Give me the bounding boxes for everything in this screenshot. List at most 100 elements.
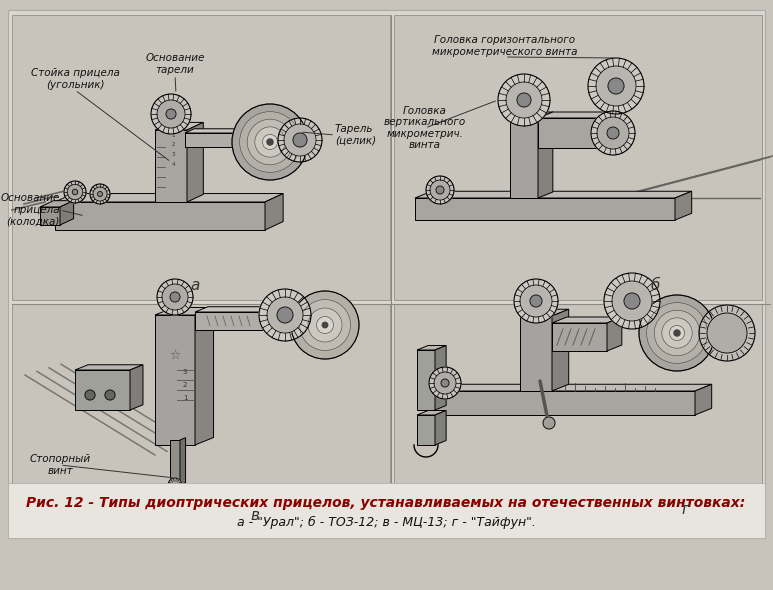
Text: Основание
тарели: Основание тарели <box>145 54 205 75</box>
Circle shape <box>654 310 700 356</box>
Circle shape <box>646 303 707 363</box>
Polygon shape <box>155 130 187 202</box>
Circle shape <box>308 308 342 342</box>
Circle shape <box>162 284 188 310</box>
Circle shape <box>607 127 619 139</box>
Text: Тарель
(целик): Тарель (целик) <box>335 124 376 146</box>
Text: а - "Урал"; б - ТОЗ-12; в - МЦ-13; г - "Тайфун".: а - "Урал"; б - ТОЗ-12; в - МЦ-13; г - "… <box>237 516 536 529</box>
FancyBboxPatch shape <box>394 304 762 534</box>
Circle shape <box>639 295 715 371</box>
Circle shape <box>316 316 333 333</box>
Circle shape <box>506 82 542 118</box>
Polygon shape <box>520 309 569 316</box>
Polygon shape <box>520 316 552 391</box>
Circle shape <box>429 367 461 399</box>
Text: в: в <box>250 507 260 523</box>
Circle shape <box>267 297 303 333</box>
Circle shape <box>151 94 191 134</box>
Polygon shape <box>155 122 203 130</box>
Polygon shape <box>552 323 607 351</box>
Circle shape <box>596 66 636 106</box>
Polygon shape <box>55 202 265 230</box>
Polygon shape <box>675 191 692 220</box>
Polygon shape <box>510 118 538 198</box>
Circle shape <box>662 318 692 348</box>
Circle shape <box>293 133 307 147</box>
Circle shape <box>291 291 359 359</box>
Text: г: г <box>681 503 689 517</box>
Circle shape <box>267 139 273 145</box>
Circle shape <box>669 326 685 340</box>
Circle shape <box>498 74 550 126</box>
Circle shape <box>707 313 747 353</box>
Circle shape <box>612 281 652 321</box>
Polygon shape <box>415 198 675 220</box>
Text: Головка горизонтального
микрометрического винта: Головка горизонтального микрометрическог… <box>432 35 577 57</box>
Circle shape <box>299 300 350 350</box>
Circle shape <box>72 189 78 195</box>
Circle shape <box>105 390 115 400</box>
FancyBboxPatch shape <box>8 483 765 538</box>
Polygon shape <box>538 112 618 118</box>
Text: б: б <box>650 277 659 293</box>
Circle shape <box>259 289 311 341</box>
Polygon shape <box>695 384 712 415</box>
Text: Головка
вертикального
микрометрич.
винта: Головка вертикального микрометрич. винта <box>384 106 466 150</box>
Polygon shape <box>417 346 446 350</box>
Polygon shape <box>510 112 553 118</box>
Polygon shape <box>552 309 569 391</box>
Circle shape <box>674 330 680 336</box>
Circle shape <box>255 127 285 157</box>
Text: 1
2
3
4: 1 2 3 4 <box>172 133 175 167</box>
Polygon shape <box>155 307 213 315</box>
Text: ☆: ☆ <box>169 349 181 362</box>
Text: 3
2
1: 3 2 1 <box>182 369 187 402</box>
FancyBboxPatch shape <box>394 15 762 300</box>
Polygon shape <box>130 365 143 410</box>
Circle shape <box>597 117 629 149</box>
Polygon shape <box>538 112 553 198</box>
Polygon shape <box>195 307 213 445</box>
Polygon shape <box>417 415 435 445</box>
Circle shape <box>85 390 95 400</box>
Polygon shape <box>425 384 712 391</box>
Polygon shape <box>265 307 278 330</box>
Circle shape <box>157 100 185 128</box>
Polygon shape <box>425 391 695 415</box>
Polygon shape <box>603 112 618 148</box>
Circle shape <box>604 273 660 329</box>
Polygon shape <box>185 129 294 133</box>
Circle shape <box>157 279 193 315</box>
Polygon shape <box>417 350 435 410</box>
Polygon shape <box>180 438 186 485</box>
Circle shape <box>520 285 552 317</box>
Circle shape <box>240 112 301 172</box>
Circle shape <box>441 379 449 387</box>
Text: Стойка прицела
(угольник): Стойка прицела (угольник) <box>31 68 120 90</box>
FancyBboxPatch shape <box>12 304 390 534</box>
Circle shape <box>608 78 624 94</box>
Polygon shape <box>60 201 73 225</box>
Circle shape <box>434 372 456 394</box>
Circle shape <box>170 292 180 302</box>
Polygon shape <box>435 411 446 445</box>
Polygon shape <box>552 317 621 323</box>
Circle shape <box>67 184 83 199</box>
Polygon shape <box>185 133 285 147</box>
Polygon shape <box>40 207 60 225</box>
Polygon shape <box>435 346 446 410</box>
Polygon shape <box>170 483 186 485</box>
Circle shape <box>232 104 308 180</box>
Polygon shape <box>538 118 603 148</box>
Circle shape <box>168 478 182 492</box>
Polygon shape <box>415 191 692 198</box>
Polygon shape <box>285 129 294 147</box>
Polygon shape <box>155 315 195 445</box>
Circle shape <box>436 186 444 194</box>
Circle shape <box>430 180 450 200</box>
Circle shape <box>97 192 103 196</box>
Polygon shape <box>265 194 283 230</box>
Circle shape <box>699 305 755 361</box>
Circle shape <box>93 187 107 201</box>
Circle shape <box>262 135 278 150</box>
